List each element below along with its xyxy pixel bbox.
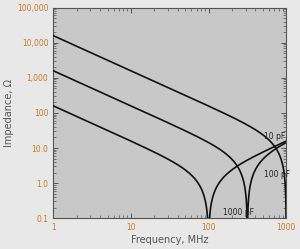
Y-axis label: Impedance, Ω: Impedance, Ω: [4, 79, 14, 147]
Text: 1000 pF: 1000 pF: [223, 208, 254, 217]
Text: 10 pF: 10 pF: [264, 131, 285, 140]
X-axis label: Frequency, MHz: Frequency, MHz: [131, 235, 208, 245]
Text: 100 pF: 100 pF: [264, 170, 290, 179]
